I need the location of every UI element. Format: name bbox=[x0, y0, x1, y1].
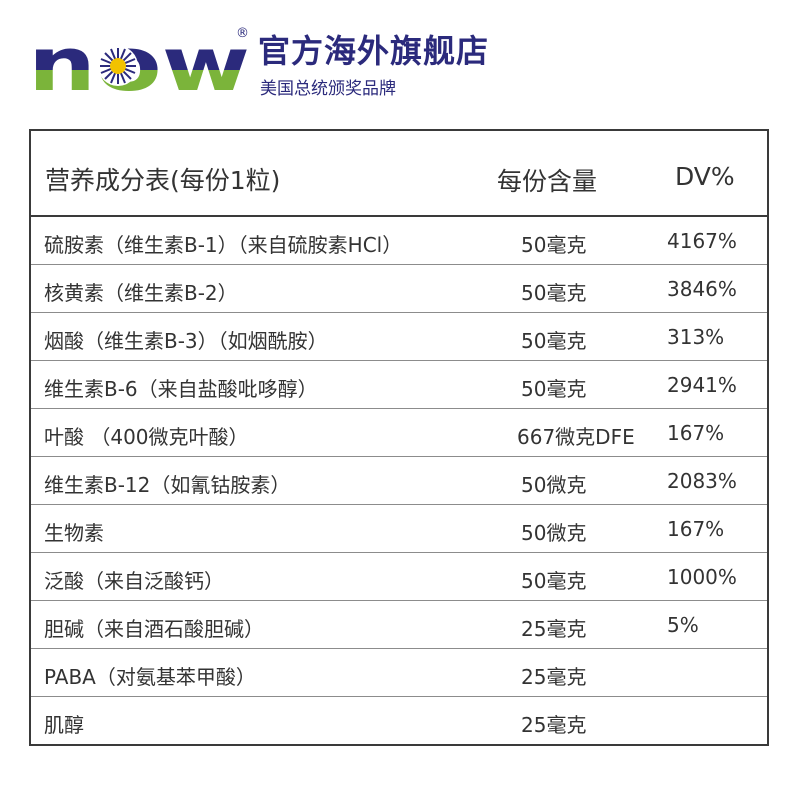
nutrition-table: 营养成分表(每份1粒) 每份含量 DV% 硫胺素（维生素B-1）（来自硫胺素HC… bbox=[29, 129, 769, 746]
store-subtitle: 美国总统颁奖品牌 bbox=[260, 79, 396, 99]
nutrient-name: 硫胺素（维生素B-1）（来自硫胺素HCl） bbox=[44, 233, 403, 257]
nutrient-name: 核黄素（维生素B-2） bbox=[44, 281, 238, 305]
nutrient-name: 肌醇 bbox=[44, 713, 84, 737]
nutrient-name: 维生素B-6（来自盐酸吡哆醇） bbox=[44, 377, 318, 401]
table-row: PABA（对氨基苯甲酸） 25毫克 bbox=[31, 649, 767, 697]
nutrient-dv: 3846% bbox=[667, 277, 737, 301]
nutrient-amount: 25毫克 bbox=[521, 617, 587, 641]
nutrient-amount: 667微克DFE bbox=[517, 425, 635, 449]
nutrient-name: 叶酸 （400微克叶酸） bbox=[44, 425, 249, 449]
svg-text:now: now bbox=[30, 26, 250, 96]
nutrient-dv: 5% bbox=[667, 613, 699, 637]
nutrient-amount: 50毫克 bbox=[521, 569, 587, 593]
nutrient-name: PABA（对氨基苯甲酸） bbox=[44, 665, 256, 689]
table-row: 维生素B-6（来自盐酸吡哆醇） 50毫克 2941% bbox=[31, 361, 767, 409]
table-row: 肌醇 25毫克 bbox=[31, 697, 767, 744]
table-header: 营养成分表(每份1粒) 每份含量 DV% bbox=[31, 131, 767, 217]
header-dv: DV% bbox=[675, 162, 735, 191]
nutrient-name: 生物素 bbox=[44, 521, 104, 545]
table-row: 烟酸（维生素B-3）（如烟酰胺） 50毫克 313% bbox=[31, 313, 767, 361]
table-row: 硫胺素（维生素B-1）（来自硫胺素HCl） 50毫克 4167% bbox=[31, 217, 767, 265]
nutrient-dv: 1000% bbox=[667, 565, 737, 589]
now-logo: now now bbox=[30, 26, 250, 96]
sun-icon bbox=[98, 46, 138, 86]
nutrient-dv: 2941% bbox=[667, 373, 737, 397]
header-amount: 每份含量 bbox=[497, 167, 598, 196]
registered-mark: ® bbox=[236, 26, 249, 41]
nutrient-amount: 50微克 bbox=[521, 473, 587, 497]
store-title: 官方海外旗舰店 bbox=[258, 32, 490, 70]
svg-text:now: now bbox=[30, 26, 250, 96]
table-row: 维生素B-12（如氰钴胺素） 50微克 2083% bbox=[31, 457, 767, 505]
table-row: 生物素 50微克 167% bbox=[31, 505, 767, 553]
nutrient-dv: 167% bbox=[667, 517, 725, 541]
table-row: 核黄素（维生素B-2） 50毫克 3846% bbox=[31, 265, 767, 313]
table-row: 胆碱（来自酒石酸胆碱） 25毫克 5% bbox=[31, 601, 767, 649]
nutrient-dv: 313% bbox=[667, 325, 725, 349]
nutrient-amount: 50毫克 bbox=[521, 329, 587, 353]
nutrient-amount: 50微克 bbox=[521, 521, 587, 545]
nutrient-name: 胆碱（来自酒石酸胆碱） bbox=[44, 617, 264, 641]
nutrient-dv: 2083% bbox=[667, 469, 737, 493]
nutrient-dv: 4167% bbox=[667, 229, 737, 253]
nutrient-amount: 25毫克 bbox=[521, 713, 587, 737]
nutrient-amount: 50毫克 bbox=[521, 233, 587, 257]
brand-header: now now ® 官方海外旗舰店 美国总统颁奖品牌 bbox=[30, 26, 770, 106]
table-row: 泛酸（来自泛酸钙） 50毫克 1000% bbox=[31, 553, 767, 601]
nutrient-dv: 167% bbox=[667, 421, 725, 445]
nutrient-name: 烟酸（维生素B-3）（如烟酰胺） bbox=[44, 329, 328, 353]
header-name: 营养成分表(每份1粒) bbox=[45, 166, 281, 195]
nutrient-name: 泛酸（来自泛酸钙） bbox=[44, 569, 224, 593]
nutrient-amount: 25毫克 bbox=[521, 665, 587, 689]
nutrient-amount: 50毫克 bbox=[521, 377, 587, 401]
table-row: 叶酸 （400微克叶酸） 667微克DFE 167% bbox=[31, 409, 767, 457]
nutrient-amount: 50毫克 bbox=[521, 281, 587, 305]
nutrient-name: 维生素B-12（如氰钴胺素） bbox=[44, 473, 291, 497]
